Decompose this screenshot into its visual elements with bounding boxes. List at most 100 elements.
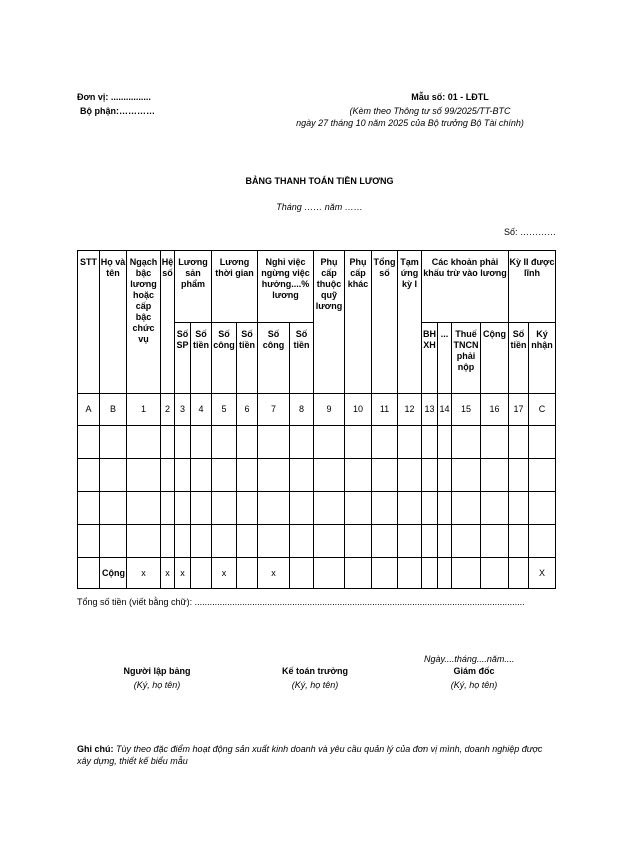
total-cell bbox=[236, 557, 258, 589]
table-cell bbox=[421, 458, 438, 492]
table-row bbox=[77, 458, 556, 492]
total-cell bbox=[397, 557, 422, 589]
table-cell bbox=[508, 458, 529, 492]
header-cell: Phụ cấp khác bbox=[344, 250, 372, 394]
form-number: Mẫu số: 01 - LĐTL bbox=[411, 92, 489, 102]
table-cell bbox=[174, 491, 191, 525]
header-cell: Các khoản phải khấu trừ vào lương bbox=[421, 250, 509, 323]
header-cell: STT bbox=[77, 250, 100, 394]
table-cell bbox=[480, 524, 509, 558]
table-cell bbox=[397, 491, 422, 525]
accountant-title: Kế toán trưởng bbox=[282, 666, 348, 676]
table-cell bbox=[236, 524, 258, 558]
table-cell bbox=[421, 491, 438, 525]
table-cell bbox=[174, 524, 191, 558]
index-cell: 6 bbox=[236, 393, 258, 426]
subheader-cell: Số SP bbox=[174, 322, 191, 394]
table-cell bbox=[508, 524, 529, 558]
preparer-note: (Ký, họ tên) bbox=[133, 680, 181, 690]
table-cell bbox=[211, 458, 237, 492]
table-cell bbox=[451, 524, 481, 558]
note-label: Ghi chú: bbox=[77, 744, 114, 754]
table-cell bbox=[77, 524, 100, 558]
document-number: Số: ………… bbox=[504, 227, 557, 237]
table-cell bbox=[289, 524, 314, 558]
table-row: Cộng x x x x x X bbox=[77, 557, 556, 589]
index-cell: 15 bbox=[451, 393, 481, 426]
total-cell: x bbox=[257, 557, 290, 589]
table-cell bbox=[257, 425, 290, 459]
table-cell bbox=[126, 458, 161, 492]
subheader-cell: Số tiền bbox=[289, 322, 314, 394]
table-cell bbox=[508, 491, 529, 525]
table-cell bbox=[508, 425, 529, 459]
accountant-note: (Ký, họ tên) bbox=[291, 680, 339, 690]
total-cell bbox=[437, 557, 452, 589]
index-cell: 14 bbox=[437, 393, 452, 426]
table-cell bbox=[236, 425, 258, 459]
note-text: Tùy theo đặc điểm hoạt động sản xuất kin… bbox=[77, 744, 543, 766]
signature-date: Ngày....tháng....năm.... bbox=[424, 654, 515, 664]
table-cell bbox=[371, 458, 398, 492]
header-cell: Lương sản phẩm bbox=[174, 250, 212, 323]
table-cell bbox=[344, 524, 372, 558]
table-cell bbox=[211, 491, 237, 525]
table-cell bbox=[451, 491, 481, 525]
table-cell bbox=[99, 491, 127, 525]
table-row: Số SP Số tiền Số công Số tiền Số công Số tiền… bbox=[78, 322, 556, 394]
index-cell: 13 bbox=[421, 393, 438, 426]
table-cell bbox=[160, 491, 175, 525]
subheader-cell: Số tiền bbox=[236, 322, 258, 394]
table-cell bbox=[421, 425, 438, 459]
header-cell: Tạm ứng kỳ I bbox=[397, 250, 422, 394]
total-cell: X bbox=[528, 557, 556, 589]
director-note: (Ký, họ tên) bbox=[450, 680, 498, 690]
table-cell bbox=[160, 458, 175, 492]
table-cell bbox=[480, 458, 509, 492]
subheader-cell: BH XH bbox=[421, 322, 438, 394]
table-cell bbox=[313, 491, 345, 525]
subheader-cell: Số tiền bbox=[508, 322, 529, 394]
director-title: Giám đốc bbox=[453, 666, 495, 676]
department-field: Bộ phận:………… bbox=[80, 106, 155, 116]
table-cell bbox=[397, 524, 422, 558]
table-cell bbox=[313, 425, 345, 459]
table-cell bbox=[480, 425, 509, 459]
table-cell bbox=[190, 491, 212, 525]
subheader-cell: Số công bbox=[257, 322, 290, 394]
table-cell bbox=[77, 491, 100, 525]
total-cell bbox=[480, 557, 509, 589]
index-cell: 8 bbox=[289, 393, 314, 426]
total-cell bbox=[371, 557, 398, 589]
table-cell bbox=[160, 425, 175, 459]
table-cell bbox=[174, 458, 191, 492]
table-cell bbox=[421, 524, 438, 558]
table-cell bbox=[126, 524, 161, 558]
table-cell bbox=[397, 458, 422, 492]
header-cell: Họ và tên bbox=[99, 250, 127, 394]
header-cell: Nghỉ việc ngừng việc hưởng....% lương bbox=[257, 250, 314, 323]
index-cell: 5 bbox=[211, 393, 237, 426]
header-cell: Ngạch bậc lương hoặc cấp bậc chức vụ bbox=[126, 250, 161, 394]
total-cell bbox=[313, 557, 345, 589]
table-cell bbox=[126, 425, 161, 459]
table-cell bbox=[313, 458, 345, 492]
table-cell bbox=[190, 458, 212, 492]
table-cell bbox=[77, 458, 100, 492]
table-cell bbox=[528, 524, 556, 558]
total-cell: x bbox=[174, 557, 191, 589]
table-cell bbox=[344, 491, 372, 525]
table-cell bbox=[371, 524, 398, 558]
total-cell: Cộng bbox=[99, 557, 127, 589]
subheader-cell: Ký nhận bbox=[528, 322, 556, 394]
table-row bbox=[77, 491, 556, 525]
table-cell bbox=[397, 425, 422, 459]
index-cell: 11 bbox=[371, 393, 398, 426]
table-cell bbox=[160, 524, 175, 558]
payroll-table: STT Họ và tên Ngạch bậc lương hoặc cấp bậc… bbox=[77, 250, 556, 589]
total-cell bbox=[421, 557, 438, 589]
table-cell bbox=[437, 491, 452, 525]
table-cell bbox=[528, 458, 556, 492]
index-cell: 7 bbox=[257, 393, 290, 426]
note: Ghi chú: Tùy theo đặc điểm hoạt động sản… bbox=[77, 743, 557, 767]
